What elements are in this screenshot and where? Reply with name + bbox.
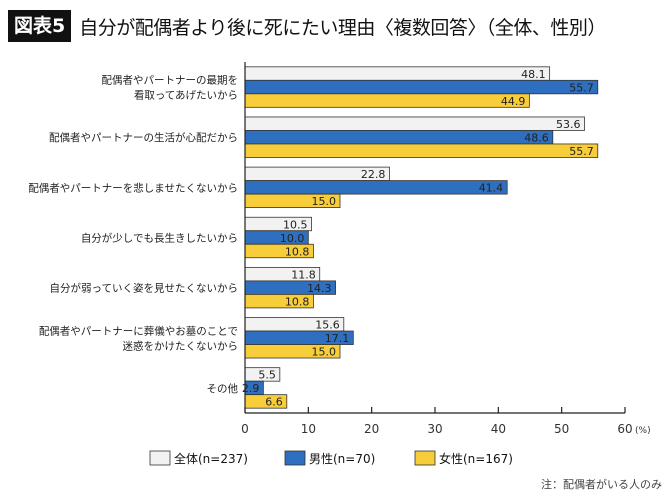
data-label: 55.7	[569, 145, 594, 158]
legend-swatch	[149, 450, 171, 466]
data-label: 10.0	[280, 232, 305, 245]
x-unit-label: (%)	[635, 426, 651, 436]
x-tick-label: 40	[491, 422, 506, 436]
data-label: 53.6	[556, 118, 581, 131]
data-label: 15.6	[315, 319, 340, 332]
category-label: 迷惑をかけたくないから	[123, 339, 239, 352]
category-label: 看取ってあげたいから	[134, 89, 238, 102]
data-label: 17.1	[325, 332, 350, 345]
legend-swatch	[284, 450, 306, 466]
title-row: 図表5 自分が配偶者より後に死にたい理由〈複数回答〉（全体、性別）	[8, 10, 606, 42]
category-label: 配偶者やパートナーを悲しませたくないから	[28, 181, 238, 194]
legend-label: 女性(n=167)	[439, 451, 513, 466]
bar	[244, 116, 585, 131]
category-label: 自分が少しでも長生きしたいから	[81, 232, 238, 245]
category-label: 配偶者やパートナーの生活が心配だから	[49, 131, 238, 144]
x-tick-label: 60	[617, 422, 632, 436]
bar	[244, 93, 530, 108]
data-label: 10.5	[283, 218, 308, 231]
bar	[244, 130, 554, 145]
legend-label: 全体(n=237)	[174, 451, 248, 466]
legend-swatch	[414, 450, 436, 466]
data-label: 10.8	[285, 245, 310, 258]
figure-label: 図表5	[8, 10, 72, 42]
category-label: 配偶者やパートナーに葬儀やお墓のことで	[39, 324, 238, 337]
category-label: 自分が弱っていく姿を見せたくないから	[50, 282, 238, 295]
footnote: 注：配偶者がいる人のみ	[541, 477, 662, 491]
bar	[244, 143, 599, 158]
data-label: 2.9	[242, 382, 260, 395]
data-label: 11.8	[291, 268, 316, 281]
data-label: 14.3	[307, 282, 332, 295]
bar	[244, 66, 551, 81]
data-label: 41.4	[479, 182, 504, 195]
data-label: 6.6	[265, 396, 283, 409]
data-label: 44.9	[501, 95, 526, 108]
x-tick-label: 50	[554, 422, 569, 436]
data-label: 15.0	[312, 346, 337, 359]
category-label: その他	[207, 382, 239, 395]
bar	[244, 79, 599, 95]
data-label: 48.6	[524, 131, 549, 144]
x-tick-label: 20	[364, 422, 379, 436]
x-tick-label: 30	[427, 422, 442, 436]
category-label: 配偶者やパートナーの最期を	[102, 74, 239, 87]
x-tick-label: 10	[301, 422, 316, 436]
data-label: 5.5	[258, 369, 276, 382]
data-label: 55.7	[569, 81, 594, 94]
legend-label: 男性(n=70)	[309, 452, 375, 466]
chart-title: 自分が配偶者より後に死にたい理由〈複数回答〉（全体、性別）	[79, 16, 606, 39]
data-label: 10.8	[285, 295, 310, 308]
bar	[244, 180, 508, 195]
data-label: 48.1	[521, 68, 546, 81]
data-label: 22.8	[361, 168, 386, 181]
data-label: 15.0	[312, 195, 337, 208]
x-tick-label: 0	[241, 422, 249, 436]
